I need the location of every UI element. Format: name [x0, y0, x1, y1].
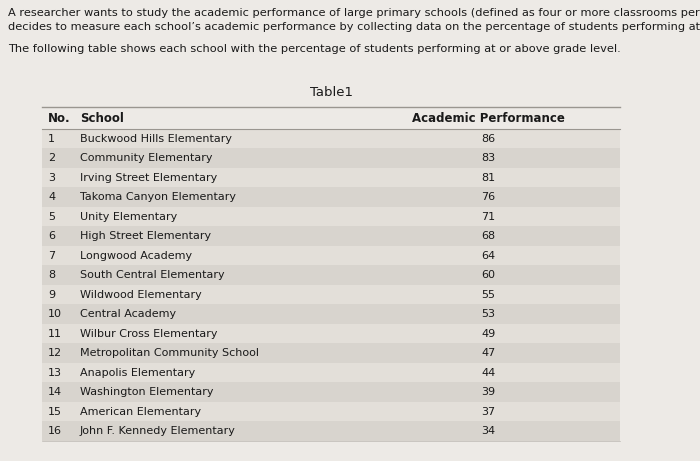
Text: Academic Performance: Academic Performance [412, 112, 565, 124]
Bar [42, 324, 620, 343]
Bar [42, 343, 620, 363]
Text: Table1: Table1 [309, 86, 353, 99]
Bar [42, 168, 620, 188]
Text: 37: 37 [482, 407, 496, 417]
Text: 1: 1 [48, 134, 55, 144]
Bar [42, 246, 620, 266]
Text: 55: 55 [482, 290, 496, 300]
Text: Wildwood Elementary: Wildwood Elementary [80, 290, 202, 300]
Text: 15: 15 [48, 407, 62, 417]
Text: Anapolis Elementary: Anapolis Elementary [80, 368, 195, 378]
Text: 83: 83 [482, 153, 496, 163]
Bar [42, 363, 620, 383]
Text: 44: 44 [482, 368, 496, 378]
Bar [42, 207, 620, 226]
Text: 39: 39 [482, 387, 496, 397]
Text: Washington Elementary: Washington Elementary [80, 387, 214, 397]
Text: Central Academy: Central Academy [80, 309, 176, 319]
Text: John F. Kennedy Elementary: John F. Kennedy Elementary [80, 426, 236, 436]
Bar [42, 226, 620, 246]
Text: 16: 16 [48, 426, 62, 436]
Text: decides to measure each school’s academic performance by collecting data on the : decides to measure each school’s academi… [8, 22, 700, 32]
Bar [42, 285, 620, 305]
Text: 9: 9 [48, 290, 55, 300]
Text: 53: 53 [482, 309, 496, 319]
Text: 81: 81 [482, 173, 496, 183]
Text: A researcher wants to study the academic performance of large primary schools (d: A researcher wants to study the academic… [8, 8, 700, 18]
Text: 64: 64 [482, 251, 496, 261]
Text: 47: 47 [482, 348, 496, 358]
Text: Community Elementary: Community Elementary [80, 153, 213, 163]
Bar [42, 383, 620, 402]
Text: 68: 68 [482, 231, 496, 241]
Text: 5: 5 [48, 212, 55, 222]
Text: 8: 8 [48, 270, 55, 280]
Text: Unity Elementary: Unity Elementary [80, 212, 177, 222]
Text: No.: No. [48, 112, 71, 124]
Bar [42, 402, 620, 421]
Bar [42, 148, 620, 168]
Bar [42, 305, 620, 324]
Text: 2: 2 [48, 153, 55, 163]
Text: Takoma Canyon Elementary: Takoma Canyon Elementary [80, 192, 236, 202]
Text: 10: 10 [48, 309, 62, 319]
Bar [42, 188, 620, 207]
Text: The following table shows each school with the percentage of students performing: The following table shows each school wi… [8, 44, 621, 54]
Text: School: School [80, 112, 124, 124]
Text: American Elementary: American Elementary [80, 407, 201, 417]
Text: 71: 71 [482, 212, 496, 222]
Text: Buckwood Hills Elementary: Buckwood Hills Elementary [80, 134, 232, 144]
Text: 6: 6 [48, 231, 55, 241]
Text: 86: 86 [482, 134, 496, 144]
Text: Wilbur Cross Elementary: Wilbur Cross Elementary [80, 329, 218, 339]
Text: 14: 14 [48, 387, 62, 397]
Text: 13: 13 [48, 368, 62, 378]
Text: 7: 7 [48, 251, 55, 261]
Text: Metropolitan Community School: Metropolitan Community School [80, 348, 259, 358]
Text: Irving Street Elementary: Irving Street Elementary [80, 173, 217, 183]
Text: 49: 49 [482, 329, 496, 339]
Text: Longwood Academy: Longwood Academy [80, 251, 192, 261]
Text: High Street Elementary: High Street Elementary [80, 231, 211, 241]
Bar [42, 129, 620, 148]
Bar [42, 266, 620, 285]
Text: South Central Elementary: South Central Elementary [80, 270, 225, 280]
Text: 34: 34 [482, 426, 496, 436]
Text: 12: 12 [48, 348, 62, 358]
Text: 76: 76 [482, 192, 496, 202]
Text: 3: 3 [48, 173, 55, 183]
Bar [42, 421, 620, 441]
Text: 4: 4 [48, 192, 55, 202]
Text: 11: 11 [48, 329, 62, 339]
Text: 60: 60 [482, 270, 496, 280]
